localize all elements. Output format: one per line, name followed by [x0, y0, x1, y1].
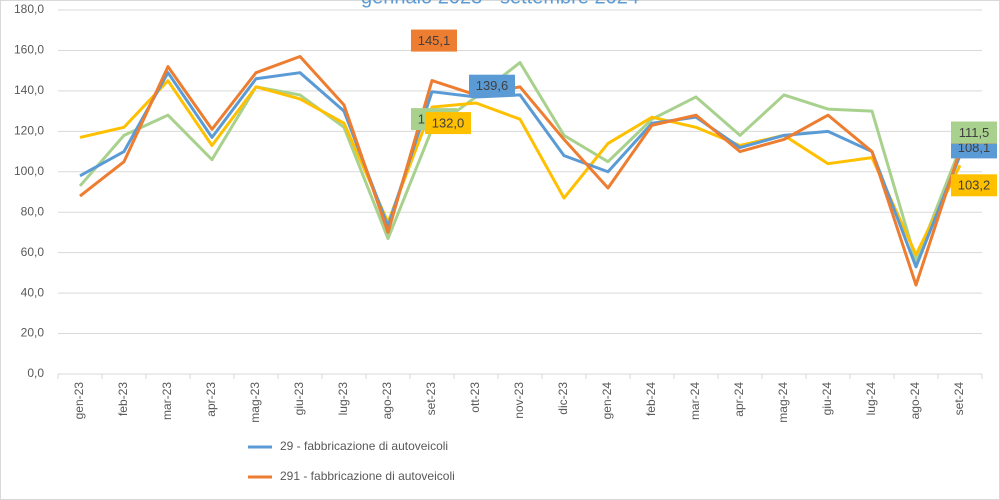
y-tick-label: 120,0 — [14, 124, 44, 138]
series-line — [79, 79, 962, 257]
y-tick-label: 40,0 — [21, 285, 45, 299]
series-line — [78, 61, 962, 263]
data-label: 132,0 — [432, 116, 465, 131]
x-tick-label: gen-24 — [600, 382, 614, 420]
x-tick-label: ago-23 — [380, 382, 394, 420]
data-label-box — [469, 74, 515, 97]
y-tick-label: 20,0 — [21, 326, 45, 340]
data-label: 111,5 — [959, 125, 990, 140]
x-tick-label: feb-23 — [116, 382, 130, 416]
x-tick-label: set-23 — [424, 382, 438, 416]
y-tick-label: 60,0 — [21, 245, 45, 259]
y-tick-label: 180,0 — [14, 2, 44, 16]
data-label: 139,6 — [476, 78, 509, 93]
x-tick-label: mar-24 — [688, 382, 702, 420]
chart-title: gennaio 2023 - settembre 2024 — [361, 0, 639, 8]
x-tick-label: dic-23 — [556, 382, 570, 415]
x-tick-label: ott-23 — [468, 382, 482, 413]
x-tick-label: feb-24 — [644, 382, 658, 416]
x-tick-label: gen-23 — [72, 382, 86, 420]
x-tick-label: giu-24 — [820, 382, 834, 416]
x-tick-label: lug-24 — [864, 382, 878, 416]
data-label-box — [425, 112, 471, 135]
x-tick-label: mag-23 — [248, 382, 262, 423]
x-tick-label: mar-23 — [160, 382, 174, 420]
x-tick-label: apr-23 — [204, 382, 218, 417]
legend-label: 291 - fabbricazione di autoveicoli — [280, 469, 455, 483]
data-label: 145,1 — [418, 33, 451, 48]
x-tick-label: nov-23 — [512, 382, 526, 419]
x-tick-label: giu-23 — [292, 382, 306, 416]
x-tick-label: lug-23 — [336, 382, 350, 416]
x-tick-label: ago-24 — [908, 382, 922, 420]
x-tick-label: mag-24 — [776, 382, 790, 423]
data-label-box — [411, 29, 457, 52]
series-line — [79, 71, 962, 269]
y-tick-label: 80,0 — [21, 204, 45, 218]
x-tick-label: set-24 — [952, 382, 966, 416]
y-tick-label: 140,0 — [14, 83, 44, 97]
y-tick-label: 100,0 — [14, 164, 44, 178]
y-tick-label: 160,0 — [14, 43, 44, 57]
x-tick-label: apr-24 — [732, 382, 746, 417]
y-tick-label: 0,0 — [27, 366, 44, 380]
legend-label: 29 - fabbricazione di autoveicoli — [280, 439, 448, 453]
data-label-box — [951, 174, 997, 197]
series-line — [79, 55, 962, 287]
data-label-box — [951, 121, 997, 144]
data-label: 103,2 — [958, 178, 991, 193]
